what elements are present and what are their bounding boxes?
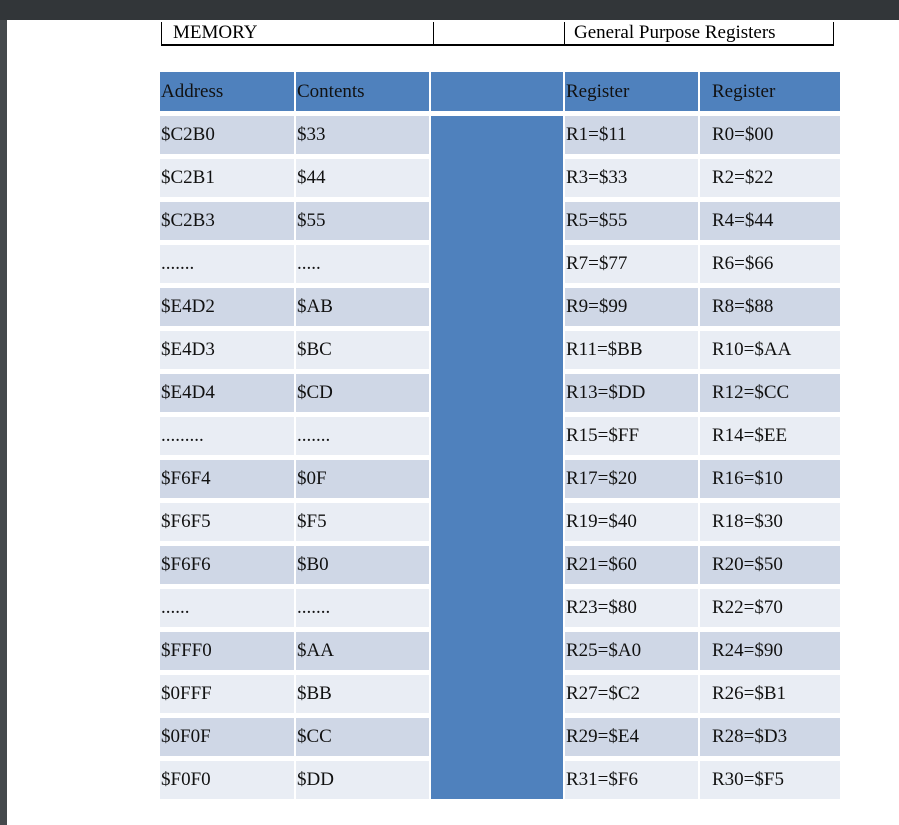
register-even-cell: R10=$AA bbox=[700, 331, 840, 369]
contents-cell: ..... bbox=[296, 245, 429, 283]
contents-cell: $44 bbox=[296, 159, 429, 197]
blank-heading bbox=[434, 22, 565, 44]
viewer-toolbar bbox=[0, 0, 899, 20]
address-cell: $F6F4 bbox=[160, 460, 294, 498]
address-cell: $C2B1 bbox=[160, 159, 294, 197]
table-row: $F6F6 $B0 R21=$60 R20=$50 bbox=[160, 546, 840, 584]
address-cell: $C2B3 bbox=[160, 202, 294, 240]
register-even-cell: R26=$B1 bbox=[700, 675, 840, 713]
address-cell: $E4D2 bbox=[160, 288, 294, 326]
register-odd-cell: R7=$77 bbox=[565, 245, 698, 283]
table-row: $E4D2 $AB R9=$99 R8=$88 bbox=[160, 288, 840, 326]
column-header-register: Register bbox=[700, 72, 840, 111]
table-row: $F6F5 $F5 R19=$40 R18=$30 bbox=[160, 503, 840, 541]
table-row: ................ R15=$FF R14=$EE bbox=[160, 417, 840, 455]
contents-cell: $33 bbox=[296, 116, 429, 154]
register-even-cell: R0=$00 bbox=[700, 116, 840, 154]
memory-heading: MEMORY bbox=[162, 22, 434, 44]
contents-cell: $CD bbox=[296, 374, 429, 412]
register-even-cell: R14=$EE bbox=[700, 417, 840, 455]
register-odd-cell: R9=$99 bbox=[565, 288, 698, 326]
table-header-row: Address Contents Register Register bbox=[160, 72, 840, 111]
contents-cell: $55 bbox=[296, 202, 429, 240]
register-odd-cell: R27=$C2 bbox=[565, 675, 698, 713]
contents-cell: $AA bbox=[296, 632, 429, 670]
address-cell: $C2B0 bbox=[160, 116, 294, 154]
register-odd-cell: R17=$20 bbox=[565, 460, 698, 498]
register-odd-cell: R3=$33 bbox=[565, 159, 698, 197]
register-even-cell: R16=$10 bbox=[700, 460, 840, 498]
contents-cell: $BB bbox=[296, 675, 429, 713]
register-even-cell: R24=$90 bbox=[700, 632, 840, 670]
register-even-cell: R28=$D3 bbox=[700, 718, 840, 756]
contents-cell: $B0 bbox=[296, 546, 429, 584]
register-even-cell: R22=$70 bbox=[700, 589, 840, 627]
register-even-cell: R20=$50 bbox=[700, 546, 840, 584]
address-cell: ......... bbox=[160, 417, 294, 455]
contents-cell: ....... bbox=[296, 417, 429, 455]
register-odd-cell: R23=$80 bbox=[565, 589, 698, 627]
address-cell: $F6F6 bbox=[160, 546, 294, 584]
table-row: $C2B1 $44 R3=$33 R2=$22 bbox=[160, 159, 840, 197]
table-row: $0F0F $CC R29=$E4 R28=$D3 bbox=[160, 718, 840, 756]
address-cell: $F6F5 bbox=[160, 503, 294, 541]
contents-cell: $AB bbox=[296, 288, 429, 326]
table-row: $F0F0 $DD R31=$F6 R30=$F5 bbox=[160, 761, 840, 799]
contents-cell: $0F bbox=[296, 460, 429, 498]
register-even-cell: R8=$88 bbox=[700, 288, 840, 326]
column-header-address: Address bbox=[160, 72, 294, 111]
table-row: $C2B3 $55 R5=$55 R4=$44 bbox=[160, 202, 840, 240]
register-odd-cell: R29=$E4 bbox=[565, 718, 698, 756]
address-cell: $0F0F bbox=[160, 718, 294, 756]
contents-cell: $BC bbox=[296, 331, 429, 369]
table-row: ............ R7=$77 R6=$66 bbox=[160, 245, 840, 283]
table-row: $0FFF $BB R27=$C2 R26=$B1 bbox=[160, 675, 840, 713]
address-cell: ...... bbox=[160, 589, 294, 627]
register-odd-cell: R21=$60 bbox=[565, 546, 698, 584]
register-odd-cell: R5=$55 bbox=[565, 202, 698, 240]
contents-cell: $CC bbox=[296, 718, 429, 756]
column-header-spacer bbox=[431, 72, 563, 111]
contents-cell: ....... bbox=[296, 589, 429, 627]
address-cell: $E4D3 bbox=[160, 331, 294, 369]
table-row: $F6F4 $0F R17=$20 R16=$10 bbox=[160, 460, 840, 498]
table-row: $E4D4 $CD R13=$DD R12=$CC bbox=[160, 374, 840, 412]
register-odd-cell: R15=$FF bbox=[565, 417, 698, 455]
contents-cell: $DD bbox=[296, 761, 429, 799]
register-odd-cell: R25=$A0 bbox=[565, 632, 698, 670]
contents-cell: $F5 bbox=[296, 503, 429, 541]
register-odd-cell: R13=$DD bbox=[565, 374, 698, 412]
register-even-cell: R18=$30 bbox=[700, 503, 840, 541]
column-header-register: Register bbox=[565, 72, 698, 111]
address-cell: $E4D4 bbox=[160, 374, 294, 412]
register-even-cell: R30=$F5 bbox=[700, 761, 840, 799]
register-odd-cell: R1=$11 bbox=[565, 116, 698, 154]
address-cell: $F0F0 bbox=[160, 761, 294, 799]
address-cell: ....... bbox=[160, 245, 294, 283]
memory-register-table: Address Contents Register Register $C2B0… bbox=[158, 67, 842, 804]
register-odd-cell: R11=$BB bbox=[565, 331, 698, 369]
spacer-column bbox=[431, 116, 563, 799]
table-row: $C2B0 $33 R1=$11 R0=$00 bbox=[160, 116, 840, 799]
register-even-cell: R6=$66 bbox=[700, 245, 840, 283]
register-odd-cell: R31=$F6 bbox=[565, 761, 698, 799]
register-even-cell: R4=$44 bbox=[700, 202, 840, 240]
table-row: $E4D3 $BC R11=$BB R10=$AA bbox=[160, 331, 840, 369]
viewer-side-strip bbox=[0, 20, 7, 825]
section-header: MEMORY General Purpose Registers bbox=[161, 22, 834, 46]
table-row: $FFF0 $AA R25=$A0 R24=$90 bbox=[160, 632, 840, 670]
column-header-contents: Contents bbox=[296, 72, 429, 111]
register-even-cell: R12=$CC bbox=[700, 374, 840, 412]
register-even-cell: R2=$22 bbox=[700, 159, 840, 197]
address-cell: $0FFF bbox=[160, 675, 294, 713]
address-cell: $FFF0 bbox=[160, 632, 294, 670]
register-odd-cell: R19=$40 bbox=[565, 503, 698, 541]
registers-heading: General Purpose Registers bbox=[574, 22, 776, 43]
table-row: ............. R23=$80 R22=$70 bbox=[160, 589, 840, 627]
